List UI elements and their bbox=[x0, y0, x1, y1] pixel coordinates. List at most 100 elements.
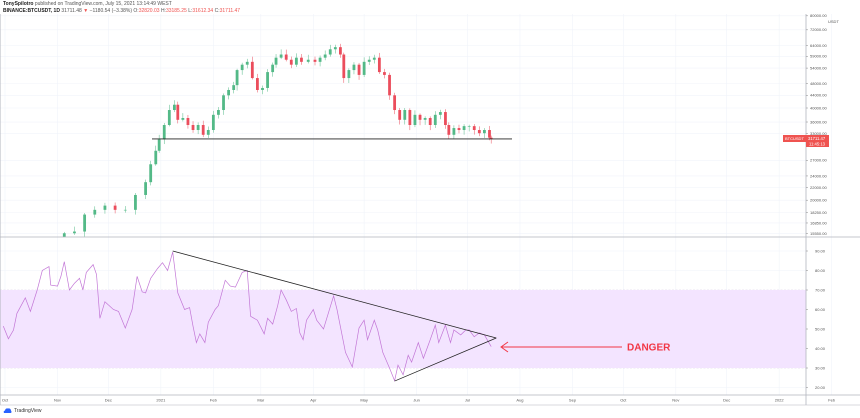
candle bbox=[328, 44, 332, 57]
rsi-tick-label: 60.00 bbox=[815, 307, 826, 312]
time-axis[interactable]: Oct Nov Dec 2021 Feb Mar Apr May Jun Jul Aug Sep Oct… bbox=[2, 398, 836, 403]
published-text: published on TradingView.com, July 15, 2… bbox=[34, 1, 172, 7]
candle-body bbox=[196, 125, 200, 131]
candle bbox=[271, 62, 275, 77]
candle-body bbox=[157, 139, 161, 151]
rsi-band bbox=[0, 290, 806, 368]
candle-body bbox=[206, 130, 210, 135]
trendline[interactable] bbox=[394, 337, 497, 382]
candle bbox=[483, 128, 486, 138]
candle bbox=[457, 124, 461, 134]
candle bbox=[149, 160, 153, 186]
candle bbox=[452, 125, 456, 139]
candle bbox=[245, 58, 249, 69]
rsi-tick-label: 30.00 bbox=[815, 365, 826, 370]
price-tick-label: 22000.00 bbox=[810, 185, 827, 190]
candle bbox=[393, 92, 397, 115]
rsi-tick-label: 90.00 bbox=[815, 248, 826, 253]
trendline[interactable] bbox=[172, 250, 497, 339]
candle bbox=[284, 49, 288, 62]
time-tick-label: Jul bbox=[465, 398, 470, 403]
candle-body bbox=[488, 130, 491, 138]
candle-body bbox=[149, 164, 153, 183]
candle bbox=[266, 69, 269, 92]
ohlc-legend: BINANCE:BTCUSDT, 1D 31711.48 ▼ −1180.54 … bbox=[3, 8, 240, 14]
candle bbox=[472, 124, 476, 135]
candle-body bbox=[284, 54, 288, 60]
candle bbox=[196, 122, 200, 135]
price-tick-label: 15550.00 bbox=[810, 231, 827, 236]
candle bbox=[398, 107, 402, 125]
candle-body bbox=[418, 114, 422, 120]
time-tick-label: 2021 bbox=[156, 398, 166, 403]
candle-body bbox=[154, 150, 158, 165]
time-tick-label: Apr bbox=[310, 398, 317, 403]
candle-body bbox=[444, 112, 447, 126]
price-tick-label: 20000.00 bbox=[810, 198, 827, 203]
candle-body bbox=[408, 110, 412, 126]
candle-body bbox=[113, 205, 117, 210]
rsi-axis[interactable]: 90.00 80.00 70.00 60.00 50.00 40.00 30.00 20.00 bbox=[806, 248, 826, 390]
candle bbox=[256, 73, 259, 93]
candle-body bbox=[186, 118, 190, 126]
price-tick-label: 72000.00 bbox=[810, 27, 827, 32]
tradingview-logo[interactable]: TradingView bbox=[3, 407, 42, 414]
candle-body bbox=[222, 95, 225, 111]
candle-body bbox=[447, 125, 451, 135]
rsi-tick-label: 40.00 bbox=[815, 346, 826, 351]
rsi-tick-label: 80.00 bbox=[815, 268, 826, 273]
candle bbox=[274, 54, 278, 68]
candle-body bbox=[73, 231, 76, 234]
rsi-trendlines[interactable] bbox=[172, 250, 497, 382]
time-tick-label: Feb bbox=[828, 398, 836, 403]
author-name[interactable]: TonySpilotro bbox=[3, 1, 34, 7]
price-tick-label: 33000.00 bbox=[810, 131, 827, 136]
candle-body bbox=[176, 104, 180, 120]
high-label: H: bbox=[160, 8, 166, 14]
rsi-tick-label: 20.00 bbox=[815, 385, 826, 390]
candle bbox=[250, 56, 254, 80]
rsi-tick-label: 50.00 bbox=[815, 326, 826, 331]
symbol-tag-bg bbox=[783, 135, 806, 142]
candle-body bbox=[477, 130, 481, 134]
candle bbox=[372, 54, 376, 64]
candle-body bbox=[342, 54, 346, 79]
candle bbox=[352, 62, 356, 75]
candle bbox=[123, 206, 127, 213]
candle-body bbox=[167, 110, 171, 126]
candle-body bbox=[211, 114, 215, 131]
candle bbox=[217, 107, 220, 119]
symbol-label[interactable]: BINANCE:BTCUSDT, 1D bbox=[3, 8, 60, 14]
time-tick-label: Dec bbox=[105, 398, 112, 403]
time-tick-label: Nov bbox=[672, 398, 679, 403]
candle-body bbox=[266, 72, 269, 88]
candle-body bbox=[372, 57, 376, 60]
candle bbox=[377, 52, 381, 74]
candle bbox=[418, 113, 422, 126]
close-value: 31711.47 bbox=[219, 8, 241, 14]
candle bbox=[408, 108, 412, 131]
time-tick-label: Jun bbox=[413, 398, 419, 403]
candle bbox=[413, 110, 417, 128]
candle-body bbox=[347, 70, 351, 79]
last-price: 31711.48 bbox=[61, 8, 82, 14]
current-price: 31711.47 bbox=[808, 136, 826, 141]
candle bbox=[93, 206, 97, 218]
time-tick-label: Aug bbox=[516, 398, 523, 403]
danger-annotation[interactable]: DANGER bbox=[500, 341, 671, 354]
price-tick-label: 59000.00 bbox=[810, 54, 827, 59]
candle bbox=[103, 202, 107, 214]
price-axis[interactable]: 80000.00 72000.00 64000.00 59000.00 54000.00… bbox=[806, 13, 827, 236]
candle-body bbox=[423, 118, 427, 120]
close-label: C: bbox=[214, 8, 220, 14]
candle-body bbox=[398, 110, 402, 120]
candle bbox=[423, 116, 427, 125]
candle bbox=[489, 135, 493, 144]
candle bbox=[173, 100, 176, 113]
candle-body bbox=[377, 57, 381, 73]
candle bbox=[462, 124, 466, 135]
candle-body bbox=[428, 118, 432, 126]
time-tick-label: Oct bbox=[620, 398, 627, 403]
high-value: 33185.25 bbox=[165, 8, 187, 14]
